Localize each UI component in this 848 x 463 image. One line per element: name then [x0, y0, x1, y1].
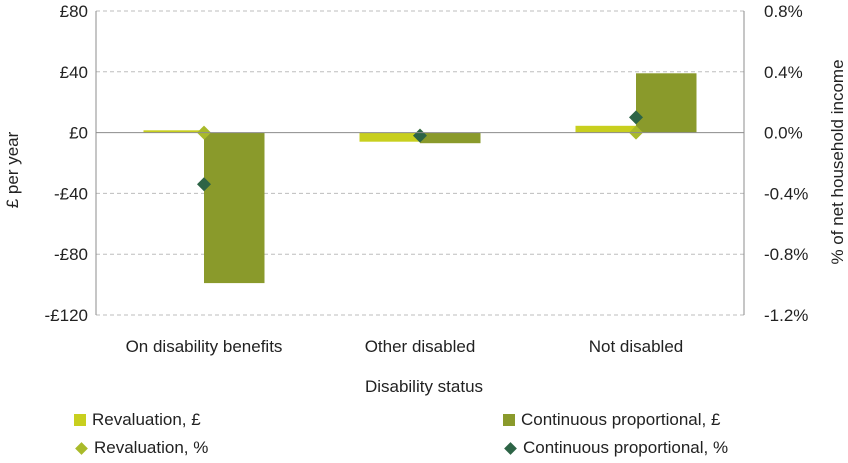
y-tick-label: -£40 [54, 184, 88, 203]
y-tick-labels: £80 £40 £0 -£40 -£80 -£120 [45, 2, 88, 325]
y2-tick-label: 0.8% [764, 2, 803, 21]
category-label: On disability benefits [126, 337, 283, 356]
y2-tick-label: -1.2% [764, 306, 808, 325]
x-axis-title: Disability status [365, 377, 483, 396]
y-tick-label: £80 [60, 2, 88, 21]
y-tick-label: -£120 [45, 306, 88, 325]
category-label: Not disabled [589, 337, 684, 356]
y2-tick-label: -0.8% [764, 245, 808, 264]
y-axis-title: £ per year [3, 131, 22, 208]
bars [143, 73, 697, 284]
y-tick-label: £0 [69, 124, 88, 143]
bar [143, 130, 204, 133]
bar [359, 132, 420, 142]
y2-tick-label: 0.4% [764, 63, 803, 82]
bar [420, 132, 481, 144]
bar [575, 125, 636, 133]
y2-axis-title: % of net household income [828, 59, 847, 264]
y2-tick-labels: 0.8% 0.4% 0.0% -0.4% -0.8% -1.2% [764, 2, 808, 325]
bar [636, 73, 697, 133]
bar [204, 132, 265, 284]
axes [95, 11, 745, 315]
data-point [629, 110, 643, 125]
y-tick-label: £40 [60, 63, 88, 82]
y2-tick-label: 0.0% [764, 124, 803, 143]
gridlines [96, 10, 744, 316]
category-labels: On disability benefits Other disabled Not … [126, 337, 684, 356]
category-label: Other disabled [365, 337, 476, 356]
y-tick-label: -£80 [54, 245, 88, 264]
data-point [197, 177, 211, 192]
y2-tick-label: -0.4% [764, 184, 808, 203]
